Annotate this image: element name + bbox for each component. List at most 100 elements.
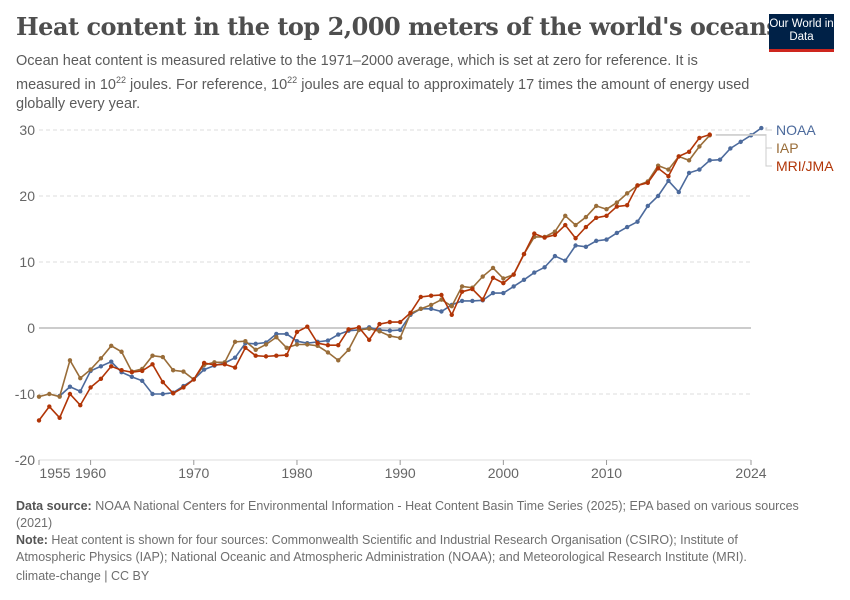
data-point — [263, 342, 269, 347]
data-point — [315, 340, 320, 346]
data-point — [594, 203, 599, 209]
data-point — [346, 347, 351, 352]
data-point — [88, 385, 93, 390]
data-point — [305, 342, 310, 347]
y-tick-label: -20 — [15, 452, 35, 468]
data-point — [480, 297, 485, 302]
data-point — [232, 355, 238, 360]
data-point — [408, 310, 413, 316]
data-point — [428, 306, 434, 312]
data-point — [47, 391, 52, 397]
data-point — [294, 339, 300, 344]
chart-subtitle: Ocean heat content is measured relative … — [16, 52, 756, 114]
data-point — [387, 328, 393, 333]
data-point — [418, 294, 423, 300]
data-point — [325, 338, 331, 343]
source-label: Data source: — [16, 499, 92, 513]
data-point — [501, 290, 506, 296]
data-point — [439, 292, 444, 298]
data-point — [253, 353, 258, 358]
data-point — [57, 415, 62, 420]
data-point — [624, 203, 630, 208]
data-point — [645, 180, 651, 185]
legend-label: NOAA — [776, 122, 816, 138]
data-point — [284, 345, 289, 350]
source-text: NOAA National Centers for Environmental … — [16, 499, 799, 530]
data-point — [201, 367, 207, 372]
data-point — [552, 232, 558, 238]
license[interactable]: climate-change | CC BY — [16, 569, 150, 583]
data-point — [129, 370, 135, 375]
legend-connector — [715, 134, 772, 167]
data-point — [367, 326, 372, 331]
data-point — [397, 335, 403, 341]
data-point — [624, 224, 630, 230]
data-point — [232, 339, 238, 345]
series-line-iap — [38, 134, 711, 398]
data-point — [583, 244, 589, 250]
data-point — [119, 349, 124, 354]
data-point — [635, 219, 640, 224]
data-point — [305, 324, 310, 329]
data-point — [655, 193, 661, 199]
data-point — [109, 359, 114, 364]
x-tick-label: 2024 — [735, 465, 766, 481]
data-point — [697, 167, 702, 172]
data-point — [532, 231, 537, 236]
data-point — [78, 403, 83, 408]
data-point — [614, 200, 620, 205]
superscript: 22 — [115, 75, 126, 85]
data-point — [336, 342, 341, 348]
data-point — [397, 327, 403, 333]
data-point — [181, 369, 186, 374]
data-point — [47, 404, 52, 409]
data-point — [36, 418, 42, 423]
series-line-mri-jma — [38, 133, 710, 421]
data-point — [552, 229, 558, 234]
data-point — [170, 368, 176, 373]
y-tick-label: 10 — [19, 254, 35, 270]
data-point — [428, 293, 434, 298]
data-point — [181, 385, 186, 390]
data-point — [150, 391, 155, 397]
data-point — [212, 362, 217, 368]
data-point — [501, 276, 506, 281]
x-tick-label: 1960 — [75, 465, 106, 481]
data-point — [542, 265, 547, 270]
y-tick-label: 30 — [19, 122, 35, 138]
data-point — [521, 251, 527, 257]
subtitle-text: joules. For reference, 10 — [125, 76, 288, 93]
data-point — [377, 321, 382, 327]
data-point — [459, 289, 465, 294]
data-point — [563, 258, 568, 263]
data-point — [67, 358, 73, 363]
data-point — [686, 158, 692, 163]
data-point — [274, 331, 279, 337]
data-point — [428, 302, 434, 308]
data-point — [36, 394, 42, 399]
note-label: Note: — [16, 533, 48, 547]
data-point — [263, 354, 269, 359]
data-point — [418, 306, 423, 312]
data-point — [160, 354, 166, 360]
data-point — [501, 280, 506, 286]
data-point — [594, 238, 599, 244]
subtitle-text: Ocean heat content is measured relative … — [16, 53, 698, 93]
data-point — [325, 342, 331, 348]
data-point — [439, 309, 444, 314]
data-point — [470, 298, 475, 304]
data-point — [160, 391, 166, 397]
data-point — [563, 222, 568, 228]
data-point — [243, 345, 248, 350]
data-point — [583, 214, 589, 220]
data-point — [253, 347, 258, 352]
data-point — [284, 331, 289, 337]
data-point — [624, 191, 630, 196]
data-point — [604, 237, 609, 242]
data-point — [511, 284, 516, 289]
chart-title: Heat content in the top 2,000 meters of … — [16, 12, 780, 41]
owid-logo[interactable]: Our World in Data — [769, 14, 834, 52]
data-point — [387, 319, 393, 325]
x-tick-label: 2010 — [591, 465, 622, 481]
